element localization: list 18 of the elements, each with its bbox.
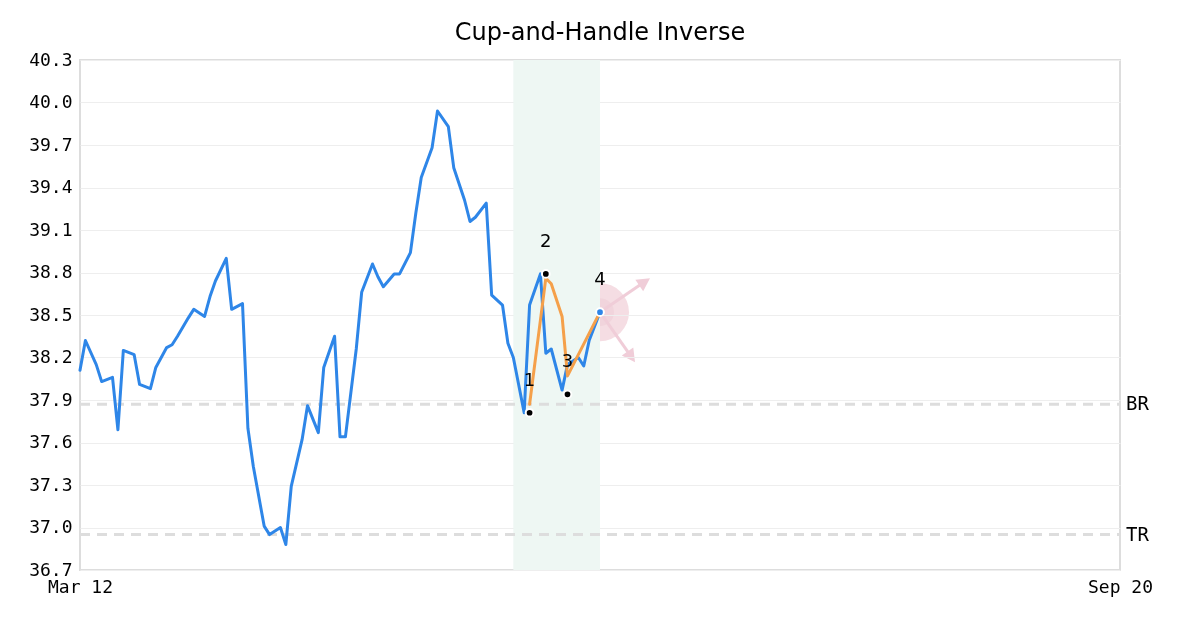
annotation: 4 — [594, 268, 606, 290]
annotation: 2 — [540, 229, 552, 251]
y-tick-label: 38.5 — [29, 303, 73, 325]
x-tick-label: Sep 20 — [1087, 575, 1154, 597]
y-tick-label: 40.0 — [29, 91, 73, 112]
chart-title: Cup-and-Handle Inverse — [454, 18, 746, 46]
y-tick-label: 37.3 — [29, 473, 73, 495]
ref-line-label: TR — [1126, 522, 1150, 545]
y-tick-label: 39.1 — [29, 218, 73, 240]
y-tick-label: 37.6 — [29, 431, 73, 452]
y-tick-label: 38.2 — [29, 346, 73, 367]
ref-line-label: BR — [1126, 392, 1150, 415]
y-tick-label: 38.8 — [29, 261, 73, 282]
y-tick-label: 39.4 — [29, 176, 73, 197]
y-tick-label: 40.3 — [29, 48, 73, 70]
y-tick-label: 37.9 — [29, 388, 73, 410]
y-tick-label: 39.7 — [29, 133, 73, 155]
y-tick-label: 37.0 — [29, 516, 73, 537]
